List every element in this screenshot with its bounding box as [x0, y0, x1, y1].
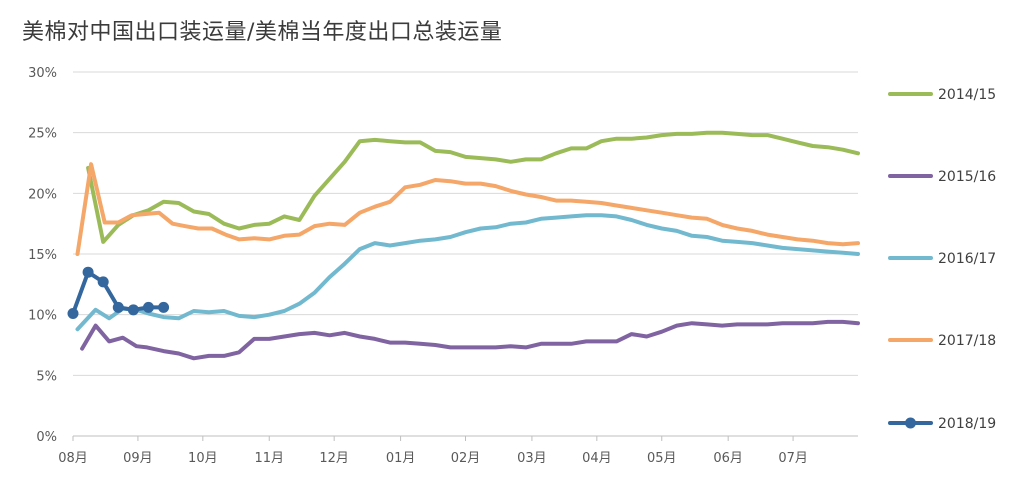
chart-title: 美棉对中国出口装运量/美棉当年度出口总装运量: [22, 20, 503, 45]
x-tick-label: 02月: [451, 451, 481, 466]
legend-label-2018-19: 2018/19: [938, 416, 996, 432]
legend-label-2014-15: 2014/15: [938, 87, 996, 103]
y-tick-label: 20%: [28, 187, 57, 202]
y-axis-ticks: 0% 5% 10% 15% 20% 25% 30%: [28, 66, 57, 445]
y-tick-label: 10%: [28, 309, 57, 324]
x-tick-label: 01月: [386, 451, 416, 466]
data-point-2018-19: [127, 304, 139, 316]
x-tick-label: 04月: [582, 451, 612, 466]
series-line-2017-18: [75, 162, 860, 256]
legend-label-2015-16: 2015/16: [938, 169, 996, 185]
y-tick-label: 0%: [36, 430, 57, 445]
x-tick-label: 05月: [647, 451, 677, 466]
data-point-2018-19: [142, 301, 154, 313]
x-tick-label: 03月: [517, 451, 547, 466]
y-tick-label: 30%: [28, 66, 57, 81]
data-point-2018-19: [97, 276, 109, 288]
data-point-2018-19: [158, 301, 170, 313]
y-tick-label: 5%: [36, 369, 57, 384]
gridlines: [73, 71, 858, 376]
legend-label-2016-17: 2016/17: [938, 251, 996, 267]
series-line-2015-16: [80, 319, 860, 361]
x-tick-label: 11月: [254, 451, 284, 466]
data-point-2018-19: [112, 301, 124, 313]
x-tick-label: 10月: [188, 451, 218, 466]
series-line-2016-17: [75, 213, 860, 332]
series-lines: [67, 130, 860, 361]
y-tick-label: 25%: [28, 127, 57, 142]
series-line-2014-15: [86, 130, 860, 244]
x-axis: 08月 09月 10月 11月 12月 01月 02月 03月 04月 05月 06月 07月: [58, 435, 858, 466]
x-tick-label: 12月: [319, 451, 349, 466]
legend-marker-2018-19: [905, 417, 916, 429]
x-tick-label: 07月: [778, 451, 808, 466]
x-tick-label: 06月: [713, 451, 743, 466]
data-point-2018-19: [82, 266, 94, 278]
x-tick-label: 09月: [123, 451, 153, 466]
legend-label-2017-18: 2017/18: [938, 333, 996, 349]
y-tick-label: 15%: [28, 248, 57, 263]
legend: 2014/15 2015/16 2016/17 2017/18 2018/19: [888, 87, 996, 432]
data-point-2018-19: [67, 307, 79, 319]
x-tick-label: 08月: [58, 451, 88, 466]
